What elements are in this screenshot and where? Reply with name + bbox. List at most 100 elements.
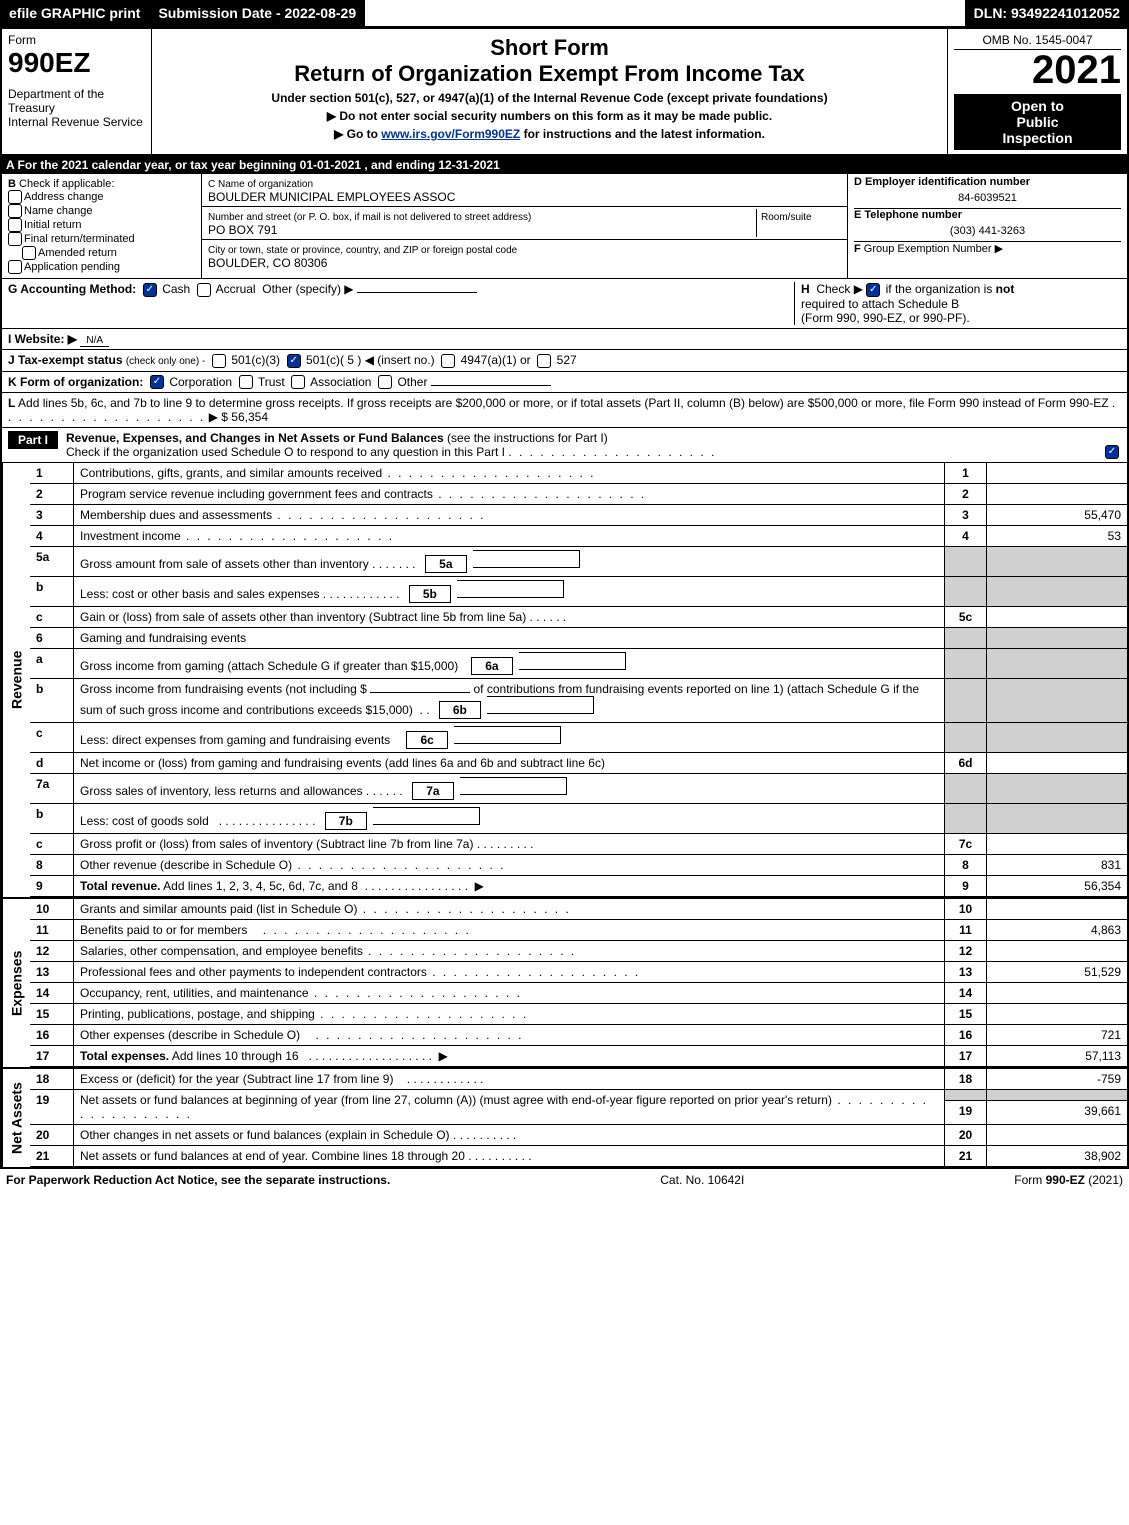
r7a-num: 7a [30, 774, 74, 804]
r19-box-gray [945, 1090, 987, 1101]
r6d-num: d [30, 753, 74, 774]
r8-desc: Other revenue (describe in Schedule O) [74, 855, 945, 876]
opt-initial-return: Initial return [24, 219, 81, 231]
r19-desc: Net assets or fund balances at beginning… [74, 1090, 945, 1125]
checkbox-final-return[interactable] [8, 232, 22, 246]
opt-address-change: Address change [24, 191, 104, 203]
r6b-desc: Gross income from fundraising events (no… [74, 679, 945, 723]
col-b: B Check if applicable: Address change Na… [2, 174, 202, 278]
org-name-cell: C Name of organization BOULDER MUNICIPAL… [202, 174, 847, 207]
r15-val [987, 1004, 1127, 1025]
r6b-box [945, 679, 987, 723]
form-number: 990EZ [8, 47, 145, 79]
public-1: Open to [958, 98, 1117, 114]
r9-num: 9 [30, 876, 74, 897]
r6d-val [987, 753, 1127, 774]
org-name-label: C Name of organization [208, 179, 313, 190]
irs-link[interactable]: www.irs.gov/Form990EZ [381, 127, 520, 141]
checkbox-h[interactable]: ✓ [866, 283, 880, 297]
checkbox-527[interactable] [537, 354, 551, 368]
l-label: L [8, 396, 15, 410]
r4-desc: Investment income [74, 526, 945, 547]
r6a-num: a [30, 649, 74, 679]
r9-desc: Total revenue. Add lines 1, 2, 3, 4, 5c,… [74, 876, 945, 897]
r1-val [987, 463, 1127, 484]
checkbox-address-change[interactable] [8, 190, 22, 204]
r3-box: 3 [945, 505, 987, 526]
checkbox-corporation[interactable]: ✓ [150, 375, 164, 389]
checkbox-4947[interactable] [441, 354, 455, 368]
checkbox-amended-return[interactable] [22, 246, 36, 260]
revenue-side-label: Revenue [2, 463, 30, 897]
checkbox-application-pending[interactable] [8, 260, 22, 274]
r21-val: 38,902 [987, 1146, 1127, 1167]
r6-desc: Gaming and fundraising events [74, 628, 945, 649]
r2-val [987, 484, 1127, 505]
r11-desc: Benefits paid to or for members [74, 920, 945, 941]
r11-num: 11 [30, 920, 74, 941]
note-ssn: ▶ Do not enter social security numbers o… [158, 109, 941, 123]
checkbox-501c[interactable]: ✓ [287, 354, 301, 368]
row-g-h: G Accounting Method: ✓ Cash Accrual Othe… [0, 279, 1129, 329]
r14-box: 14 [945, 983, 987, 1004]
checkbox-name-change[interactable] [8, 204, 22, 218]
part-1-instr: (see the instructions for Part I) [447, 431, 608, 445]
street-cell: Number and street (or P. O. box, if mail… [202, 207, 847, 240]
r6c-box [945, 723, 987, 753]
h-text2b: not [996, 282, 1015, 296]
r6b-num: b [30, 679, 74, 723]
net-assets-table: Net Assets 18 Excess or (deficit) for th… [0, 1069, 1129, 1169]
r18-val: -759 [987, 1069, 1127, 1090]
r17-box: 17 [945, 1046, 987, 1067]
part-1-badge: Part I [8, 431, 58, 449]
k-corp: Corporation [169, 375, 232, 389]
checkbox-trust[interactable] [239, 375, 253, 389]
r15-box: 15 [945, 1004, 987, 1025]
row-j: J Tax-exempt status (check only one) - 5… [0, 350, 1129, 372]
r21-box: 21 [945, 1146, 987, 1167]
row-a: A For the 2021 calendar year, or tax yea… [0, 156, 1129, 174]
g-other: Other (specify) ▶ [262, 282, 353, 296]
street-value: PO BOX 791 [208, 223, 277, 237]
r7c-num: c [30, 834, 74, 855]
header-right: OMB No. 1545-0047 2021 Open to Public In… [947, 29, 1127, 154]
opt-name-change: Name change [24, 205, 93, 217]
r10-box: 10 [945, 899, 987, 920]
r1-desc: Contributions, gifts, grants, and simila… [74, 463, 945, 484]
part-1-header-row: Part I Revenue, Expenses, and Changes in… [0, 428, 1129, 463]
r13-num: 13 [30, 962, 74, 983]
r6a-box [945, 649, 987, 679]
checkbox-accrual[interactable] [197, 283, 211, 297]
b-label: B [8, 178, 16, 190]
r19-val: 39,661 [987, 1101, 1127, 1126]
r7c-val [987, 834, 1127, 855]
j-sub: (check only one) - [126, 356, 205, 367]
r7b-num: b [30, 804, 74, 834]
h-label: H [801, 282, 810, 296]
netassets-side-label: Net Assets [2, 1069, 30, 1167]
checkbox-other[interactable] [378, 375, 392, 389]
r6-num: 6 [30, 628, 74, 649]
row-i: I Website: ▶ N/A [0, 329, 1129, 350]
grp-label: F Group Exemption Number [854, 243, 992, 255]
form-header: Form 990EZ Department of the Treasury In… [0, 27, 1129, 156]
form-label: Form [8, 33, 145, 47]
checkbox-initial-return[interactable] [8, 218, 22, 232]
r10-desc: Grants and similar amounts paid (list in… [74, 899, 945, 920]
public-2: Public [958, 114, 1117, 130]
checkbox-schedule-o[interactable]: ✓ [1105, 445, 1119, 459]
r5b-val [987, 577, 1127, 607]
r3-desc: Membership dues and assessments [74, 505, 945, 526]
checkbox-cash[interactable]: ✓ [143, 283, 157, 297]
r5a-box [945, 547, 987, 577]
r2-num: 2 [30, 484, 74, 505]
i-label: I Website: ▶ [8, 332, 77, 346]
public-inspection-box: Open to Public Inspection [954, 94, 1121, 150]
k-trust: Trust [258, 375, 285, 389]
footer-left: For Paperwork Reduction Act Notice, see … [6, 1173, 390, 1187]
r12-desc: Salaries, other compensation, and employ… [74, 941, 945, 962]
checkbox-association[interactable] [291, 375, 305, 389]
checkbox-501c3[interactable] [212, 354, 226, 368]
opt-amended-return: Amended return [38, 247, 117, 259]
r18-num: 18 [30, 1069, 74, 1090]
